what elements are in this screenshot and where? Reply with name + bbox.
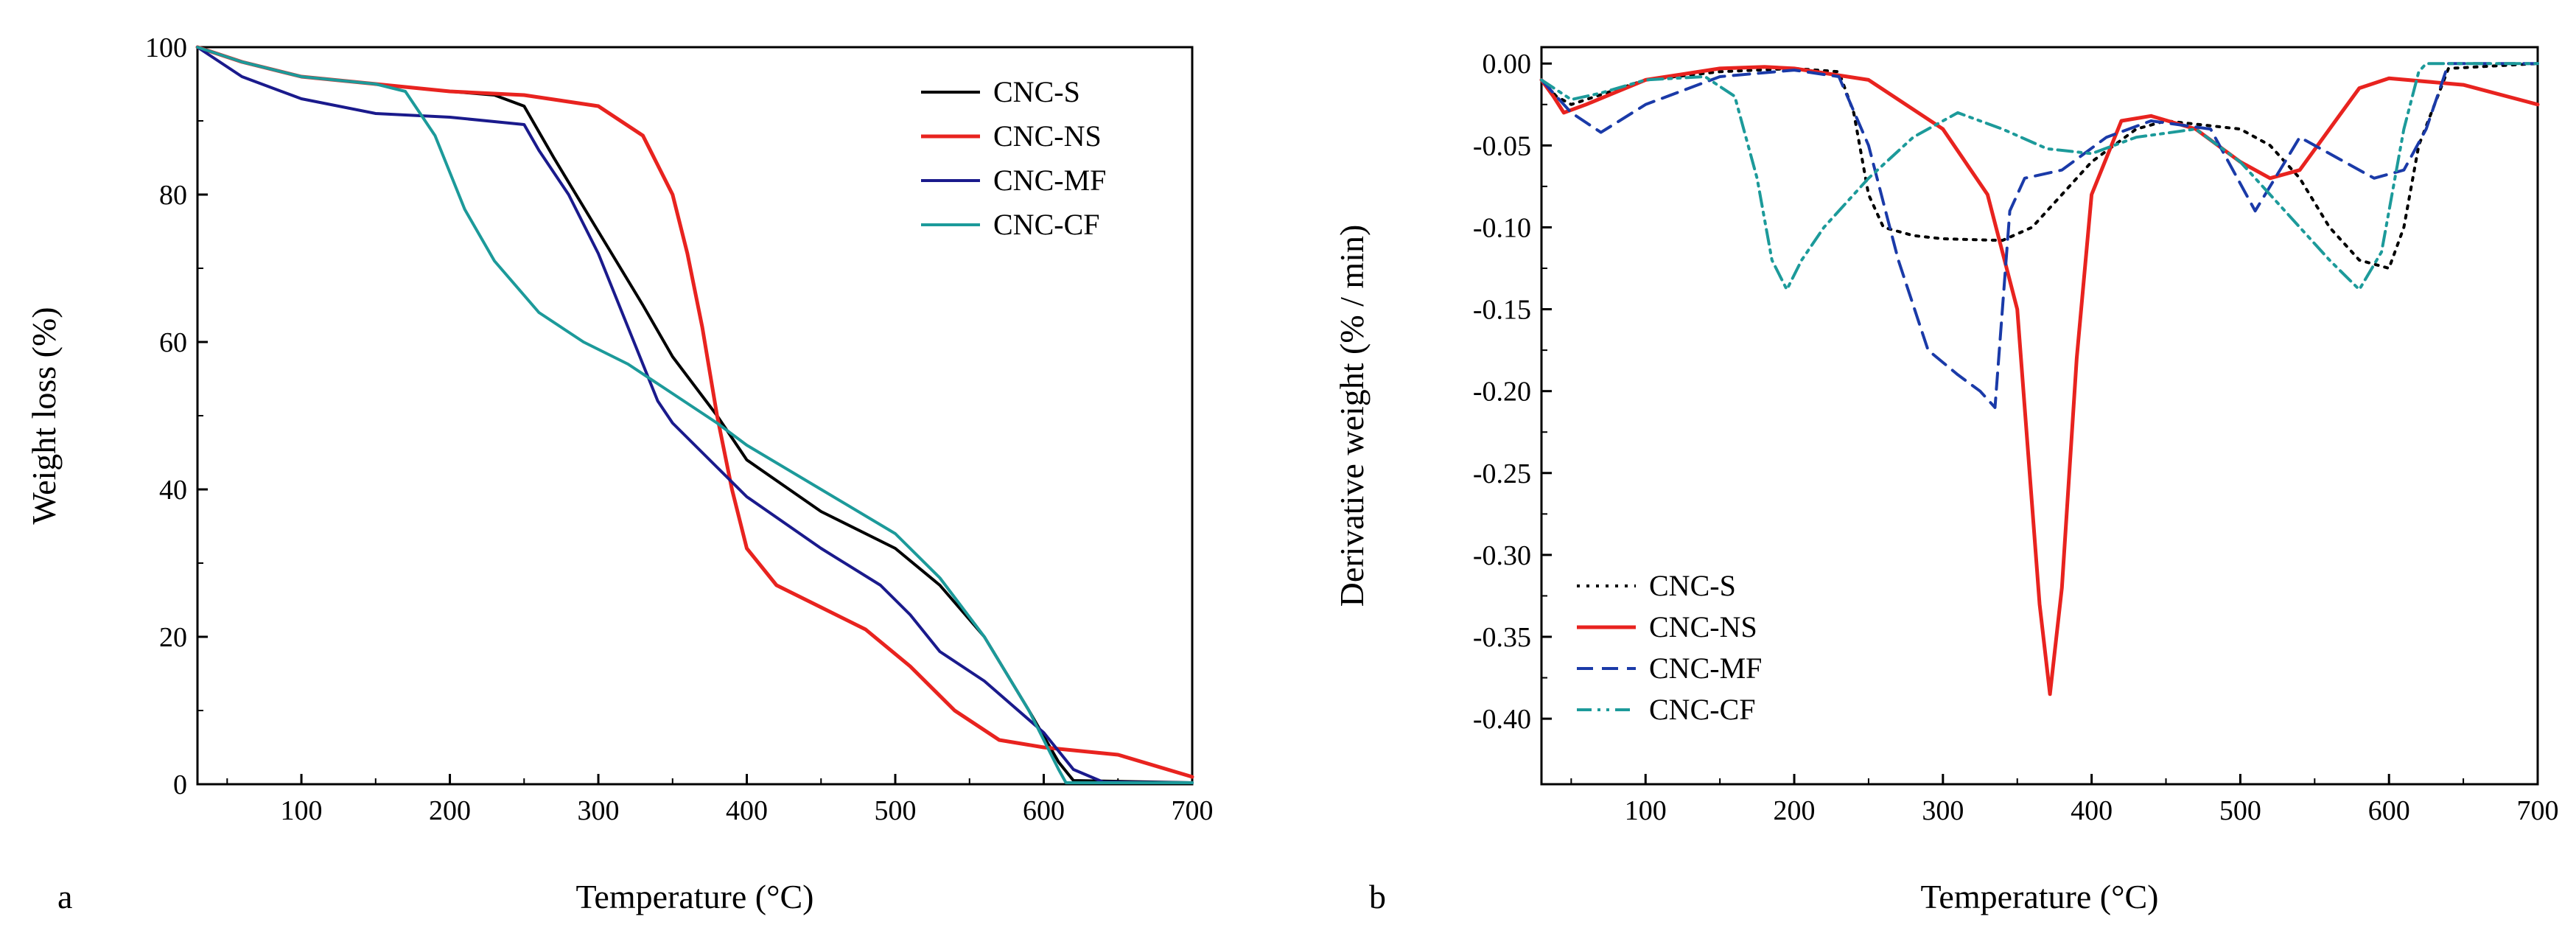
- legend-b: CNC-S CNC-NS CNC-MF CNC-CF: [1577, 569, 1762, 726]
- x-tick-label: 600: [1023, 795, 1065, 826]
- x-tick-label: 100: [1625, 795, 1667, 826]
- plot-frame-b: [1540, 46, 2539, 786]
- y-tick-label: 80: [159, 180, 187, 211]
- x-tick-label: 500: [875, 795, 917, 826]
- y-axis-title-a: Weight loss (%): [25, 307, 63, 524]
- legend-label-cnc-ns: CNC-NS: [1649, 610, 1757, 643]
- y-tick-label: 20: [159, 622, 187, 653]
- x-tick-label: 300: [578, 795, 620, 826]
- series-line-cnc-mf: [1540, 62, 2539, 409]
- y-tick-label: 60: [159, 327, 187, 358]
- y-tick-label: -0.20: [1473, 377, 1531, 408]
- y-tick-label: -0.25: [1473, 458, 1531, 489]
- x-tick-label: 700: [1172, 795, 1214, 826]
- y-tick-label: 40: [159, 475, 187, 506]
- panel-letter-b: b: [1369, 878, 1386, 915]
- y-axis-title-b: Derivative weight (% / min): [1333, 225, 1371, 607]
- x-ticks-b: 100 200 300 400 500 600 700: [1570, 774, 2559, 826]
- x-tick-label: 200: [1774, 795, 1816, 826]
- y-tick-label: -0.35: [1473, 622, 1531, 653]
- legend-label-cnc-mf: CNC-MF: [1649, 652, 1762, 685]
- y-ticks-a: 0 20 40 60 80 100: [145, 32, 208, 800]
- y-tick-label: -0.05: [1473, 130, 1531, 161]
- series-line-cnc-mf: [196, 46, 1194, 784]
- legend-label-cnc-ns: CNC-NS: [993, 119, 1102, 153]
- legend-label-cnc-s: CNC-S: [1649, 569, 1736, 602]
- series-a: [195, 45, 1194, 784]
- legend-a: CNC-S CNC-NS CNC-MF CNC-CF: [921, 75, 1106, 241]
- x-tick-label: 600: [2368, 795, 2410, 826]
- x-tick-label: 400: [2071, 795, 2113, 826]
- series-line-cnc-cf: [1540, 62, 2539, 291]
- x-tick-label: 700: [2517, 795, 2559, 826]
- y-tick-label: 0.00: [1483, 49, 1532, 80]
- plot-frame-a: [196, 46, 1194, 786]
- x-tick-label: 300: [1922, 795, 1964, 826]
- legend-label-cnc-mf: CNC-MF: [993, 164, 1106, 197]
- y-tick-label: -0.30: [1473, 540, 1531, 571]
- legend-label-cnc-cf: CNC-CF: [993, 208, 1100, 241]
- legend-label-cnc-s: CNC-S: [993, 75, 1080, 108]
- series-line-cnc-ns: [1539, 65, 2540, 697]
- x-tick-label: 500: [2219, 795, 2261, 826]
- panel-a: 100 200 300 400 500 600 700 0 20 40 60 80 100 Tempe…: [25, 32, 1214, 915]
- series-line-cnc-cf: [196, 46, 1194, 784]
- series-line-cnc-ns: [195, 45, 1194, 779]
- x-axis-title-b: Temperature (°C): [1921, 878, 2159, 915]
- series-line-cnc-s: [196, 46, 1194, 784]
- y-tick-label: 0: [173, 769, 187, 800]
- series-b: [1539, 62, 2540, 697]
- legend-label-cnc-cf: CNC-CF: [1649, 693, 1756, 726]
- y-tick-label: -0.10: [1473, 212, 1531, 243]
- series-line-cnc-s: [1540, 62, 2539, 270]
- y-ticks-b: 0.00 -0.05 -0.10 -0.15 -0.20 -0.25 -0.30 -0.35 -…: [1473, 49, 1552, 735]
- panel-b: 100 200 300 400 500 600 700 0.00 -0.05 -0.10 -0.1…: [1333, 46, 2559, 915]
- x-tick-label: 200: [429, 795, 471, 826]
- x-tick-label: 400: [726, 795, 768, 826]
- y-tick-label: -0.40: [1473, 704, 1531, 735]
- x-ticks-a: 100 200 300 400 500 600 700: [226, 774, 1214, 826]
- x-axis-title-a: Temperature (°C): [576, 878, 814, 915]
- y-tick-label: -0.15: [1473, 295, 1531, 326]
- panel-letter-a: a: [57, 878, 72, 915]
- y-tick-label: 100: [145, 32, 187, 63]
- x-tick-label: 100: [281, 795, 323, 826]
